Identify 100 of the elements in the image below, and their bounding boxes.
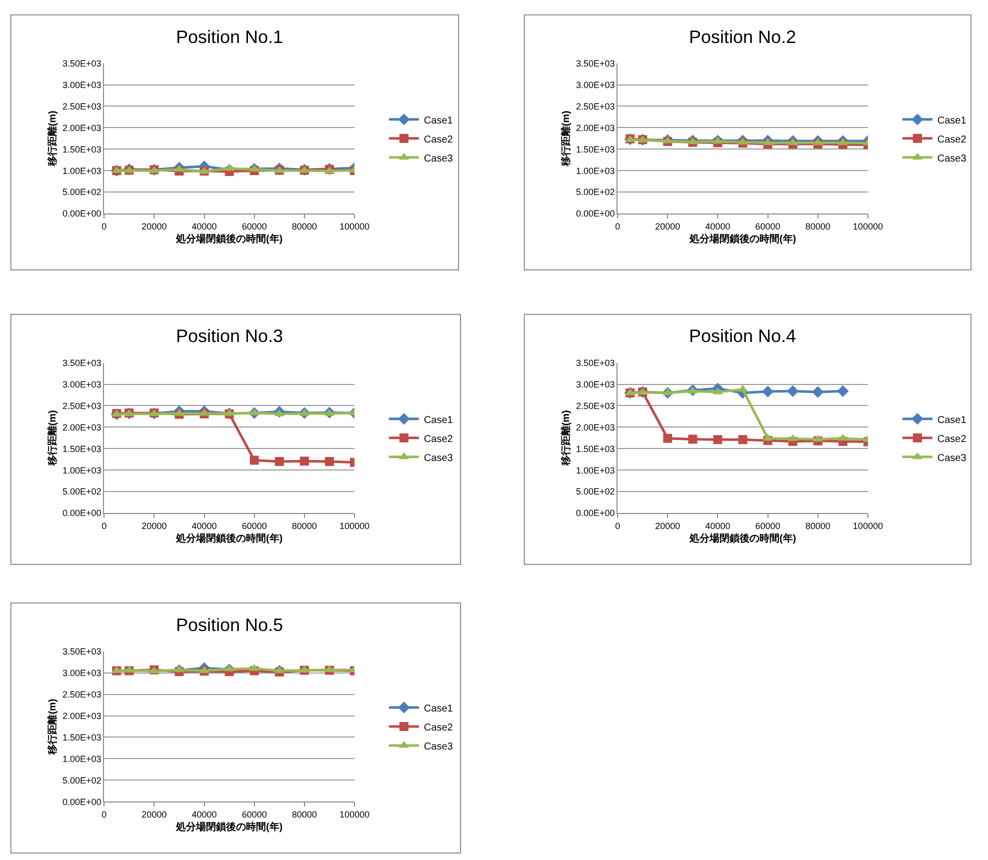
y-tick-label: 5.00E+02 [576,486,615,497]
y-tick-label: 3.00E+03 [62,80,102,90]
y-tick-label: 1.00E+03 [62,465,102,476]
point [738,138,748,145]
legend-label: Case2 [424,434,454,445]
x-tick-label: 0 [102,520,107,531]
point [688,137,698,144]
y-tick-label: 1.50E+03 [576,144,615,154]
legend-label: Case3 [937,452,967,464]
x-tick-label: 80000 [292,809,317,820]
y-tick-label: 3.50E+03 [62,646,102,657]
x-tick-label: 20000 [142,809,167,820]
point [274,457,284,466]
y-tick-label: 3.00E+03 [576,80,615,90]
x-tick-label: 40000 [705,221,730,232]
legend-label: Case1 [937,115,967,126]
x-tick-label: 60000 [242,809,267,820]
x-tick-label: 40000 [705,520,730,531]
y-tick-label: 5.00E+02 [576,187,615,198]
y-tick-label: 2.50E+03 [576,101,615,112]
legend-label: Case1 [424,414,454,426]
x-axis-title: 処分場閉鎖後の時間(年) [174,820,283,833]
point [738,435,748,444]
point [837,385,849,397]
y-tick-label: 2.00E+03 [62,422,102,432]
y-axis-title: 移行距離(m) [46,698,59,756]
chart-title: Position No.3 [176,326,284,346]
legend-label: Case1 [424,115,454,126]
y-tick-label: 5.00E+02 [62,187,102,198]
legend-label: Case1 [937,414,967,426]
legend-label: Case2 [424,134,454,146]
y-tick-label: 1.50E+03 [62,732,102,742]
x-tick-label: 20000 [655,221,680,232]
legend-label: Case3 [937,153,967,164]
chart-title: Position No.5 [176,615,284,635]
x-tick-label: 40000 [192,221,217,232]
y-axis-title: 移行距離(m) [560,110,572,168]
legend-label: Case2 [424,722,454,734]
point [199,408,210,416]
y-tick-label: 3.50E+03 [62,358,102,368]
legend-label: Case2 [937,134,967,146]
point [738,384,748,392]
x-tick-label: 100000 [339,221,370,232]
x-tick-label: 80000 [805,221,830,232]
x-tick-label: 40000 [192,520,217,531]
point [324,457,334,466]
y-tick-label: 2.00E+03 [576,422,615,432]
chart-title: Position No.1 [176,27,284,47]
x-axis-title: 処分場閉鎖後の時間(年) [688,232,796,245]
y-tick-label: 1.00E+03 [576,465,615,476]
point [688,434,698,444]
x-tick-label: 80000 [805,520,830,531]
y-tick-label: 2.50E+03 [62,101,102,112]
y-tick-label: 3.50E+03 [62,58,102,68]
y-tick-label: 3.50E+03 [576,58,615,68]
y-tick-label: 0.00E+00 [576,208,615,219]
y-tick-label: 1.00E+03 [62,754,102,764]
y-tick-label: 1.00E+03 [576,166,615,176]
x-tick-label: 0 [102,809,107,820]
x-tick-label: 100000 [339,809,370,820]
x-tick-label: 80000 [292,520,317,531]
x-tick-label: 60000 [242,520,267,531]
x-tick-label: 60000 [755,520,780,531]
y-axis-title: 移行距離(m) [46,110,59,168]
point [712,136,723,144]
legend-label: Case2 [937,434,967,445]
y-tick-label: 2.00E+03 [62,710,102,721]
legend-label: Case3 [424,452,454,464]
y-axis-title: 移行距離(m) [560,410,572,467]
x-tick-label: 20000 [142,221,167,232]
x-tick-label: 20000 [142,520,167,531]
y-tick-label: 2.50E+03 [62,400,102,411]
y-tick-label: 1.00E+03 [62,166,102,176]
x-tick-label: 80000 [292,221,317,232]
point [250,456,259,465]
x-tick-label: 100000 [339,520,370,531]
legend-label: Case3 [424,153,454,164]
y-tick-label: 1.50E+03 [62,444,102,454]
x-tick-label: 0 [615,520,620,531]
y-tick-label: 0.00E+00 [62,208,102,219]
point [663,434,672,443]
x-axis-title: 処分場閉鎖後の時間(年) [174,232,283,245]
point [713,435,722,444]
y-tick-label: 5.00E+02 [62,486,102,497]
y-tick-label: 1.50E+03 [576,444,615,454]
x-axis-title: 処分場閉鎖後の時間(年) [174,532,283,544]
point [300,456,309,466]
y-tick-label: 2.50E+03 [62,689,102,700]
y-tick-label: 3.00E+03 [62,379,102,390]
y-tick-label: 2.00E+03 [576,122,615,133]
y-tick-label: 1.50E+03 [62,144,102,154]
y-tick-label: 2.50E+03 [576,400,615,411]
x-axis-title: 処分場閉鎖後の時間(年) [688,532,796,544]
x-tick-label: 0 [102,221,107,232]
x-tick-label: 100000 [852,221,883,232]
y-tick-label: 0.00E+00 [62,796,102,807]
x-tick-label: 60000 [242,221,267,232]
x-tick-label: 20000 [655,520,680,531]
point [174,408,184,416]
chart-title: Position No.2 [689,27,796,47]
